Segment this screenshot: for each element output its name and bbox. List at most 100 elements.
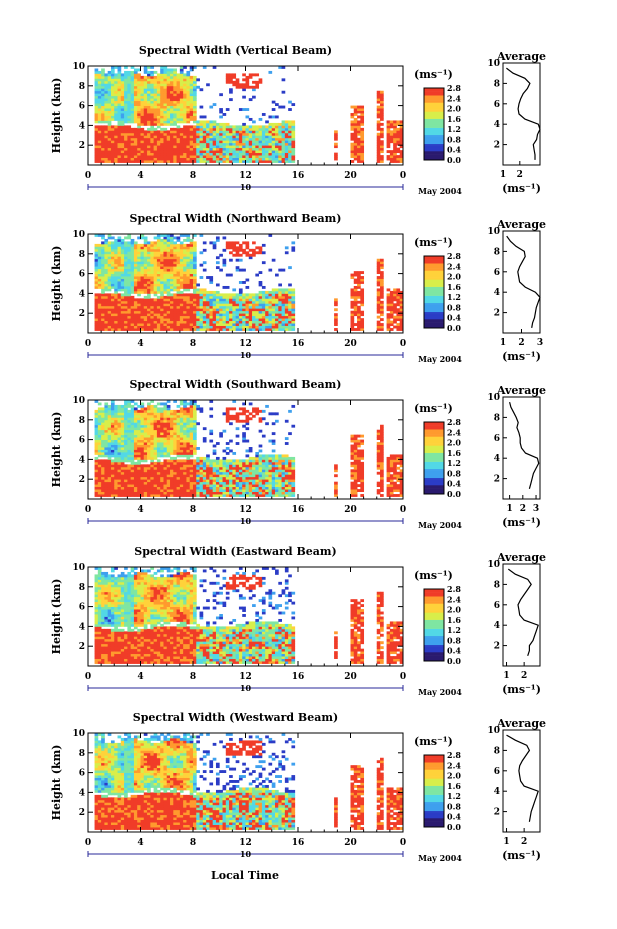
heatmap-cell bbox=[186, 313, 191, 317]
heatmap-cell bbox=[137, 281, 141, 284]
heatmap-cell bbox=[166, 246, 171, 250]
heatmap-cell bbox=[278, 157, 282, 161]
heatmap-cell bbox=[193, 160, 197, 163]
heatmap-cell bbox=[183, 80, 187, 84]
heatmap-cell bbox=[124, 125, 128, 129]
heatmap-cell bbox=[353, 137, 358, 141]
heatmap-cell bbox=[107, 73, 112, 77]
heatmap-cell bbox=[137, 318, 141, 322]
heatmap-cell bbox=[110, 486, 115, 490]
heatmap-cell bbox=[173, 70, 177, 74]
heatmap-cell bbox=[199, 328, 204, 331]
heatmap-cell bbox=[150, 145, 155, 149]
heatmap-cell bbox=[124, 481, 128, 485]
heatmap-cell bbox=[94, 105, 99, 109]
heatmap-cell bbox=[140, 253, 145, 257]
heatmap-cell bbox=[127, 318, 132, 322]
heatmap-cell bbox=[265, 140, 269, 144]
heatmap-cell bbox=[147, 491, 151, 495]
heatmap-cell bbox=[140, 491, 145, 495]
heatmap-cell bbox=[389, 137, 394, 141]
heatmap-cell bbox=[261, 285, 266, 289]
heatmap-cell bbox=[163, 103, 168, 107]
heatmap-cell bbox=[160, 315, 164, 319]
heatmap-cell bbox=[137, 283, 141, 287]
heatmap-cell bbox=[275, 303, 279, 307]
heatmap-cell bbox=[186, 98, 191, 102]
heatmap-cell bbox=[153, 464, 158, 468]
heatmap-cell bbox=[179, 75, 184, 79]
heatmap-cell bbox=[97, 75, 102, 79]
heatmap-cell bbox=[380, 328, 384, 331]
heatmap-cell bbox=[215, 298, 220, 302]
heatmap-cell bbox=[137, 93, 141, 97]
heatmap-cell bbox=[271, 137, 276, 141]
colorbar-segment bbox=[424, 292, 444, 295]
heatmap-cell bbox=[117, 132, 122, 136]
heatmap-cell bbox=[360, 127, 365, 131]
heatmap-cell bbox=[261, 142, 266, 146]
heatmap-cell bbox=[130, 285, 135, 289]
heatmap-cell bbox=[137, 429, 141, 433]
heatmap-cell bbox=[124, 484, 128, 488]
heatmap-cell bbox=[232, 300, 237, 304]
heatmap-cell bbox=[179, 135, 184, 139]
heatmap-cell bbox=[209, 298, 214, 302]
heatmap-cell bbox=[160, 66, 164, 69]
heatmap-cell bbox=[107, 320, 112, 324]
heatmap-cell bbox=[156, 145, 161, 149]
heatmap-cell bbox=[147, 283, 151, 287]
heatmap-cell bbox=[288, 160, 292, 163]
heatmap-cell bbox=[399, 160, 404, 163]
heatmap-cell bbox=[140, 261, 145, 265]
heatmap-cell bbox=[140, 320, 145, 324]
heatmap-cell bbox=[133, 439, 138, 443]
heatmap-cell bbox=[212, 310, 217, 314]
heatmap-cell bbox=[94, 110, 99, 114]
heatmap-cell bbox=[252, 85, 256, 89]
heatmap-cell bbox=[357, 150, 361, 154]
heatmap-cell bbox=[183, 298, 187, 302]
heatmap-cell bbox=[124, 424, 128, 428]
heatmap-cell bbox=[291, 293, 296, 297]
heatmap-cell bbox=[117, 88, 122, 92]
heatmap-cell bbox=[173, 491, 177, 495]
heatmap-cell bbox=[196, 325, 200, 329]
heatmap-cell bbox=[245, 145, 250, 149]
heatmap-cell bbox=[170, 437, 174, 441]
heatmap-cell bbox=[156, 90, 161, 94]
heatmap-cell bbox=[153, 293, 158, 297]
heatmap-cell bbox=[170, 456, 174, 460]
heatmap-cell bbox=[288, 266, 292, 270]
heatmap-cell bbox=[117, 251, 122, 255]
heatmap-cell bbox=[196, 135, 200, 139]
heatmap-cell bbox=[150, 273, 155, 277]
heatmap-cell bbox=[130, 75, 135, 79]
heatmap-cell bbox=[153, 75, 158, 79]
heatmap-cell bbox=[101, 424, 105, 428]
heatmap-cell bbox=[143, 93, 148, 97]
heatmap-cell bbox=[202, 142, 207, 146]
heatmap-cell bbox=[261, 295, 266, 299]
heatmap-cell bbox=[179, 127, 184, 131]
heatmap-cell bbox=[193, 140, 197, 144]
heatmap-cell bbox=[140, 444, 145, 448]
colorbar-tick-label: 0.8 bbox=[447, 302, 461, 312]
heatmap-cell bbox=[97, 137, 102, 141]
heatmap-cell bbox=[215, 320, 220, 324]
heatmap-cell bbox=[215, 152, 220, 156]
heatmap-cell bbox=[357, 132, 361, 136]
heatmap-cell bbox=[160, 476, 164, 480]
heatmap-cell bbox=[393, 152, 397, 156]
heatmap-cell bbox=[176, 325, 181, 329]
colorbar-segment bbox=[424, 95, 444, 98]
heatmap-cell bbox=[133, 402, 138, 406]
heatmap-cell bbox=[258, 293, 263, 297]
heatmap-cell bbox=[258, 132, 263, 136]
heatmap-cell bbox=[193, 155, 197, 158]
heatmap-cell bbox=[124, 78, 128, 82]
heatmap-cell bbox=[275, 103, 279, 107]
heatmap-cell bbox=[97, 142, 102, 146]
heatmap-cell bbox=[94, 135, 99, 139]
heatmap-cell bbox=[196, 142, 200, 146]
